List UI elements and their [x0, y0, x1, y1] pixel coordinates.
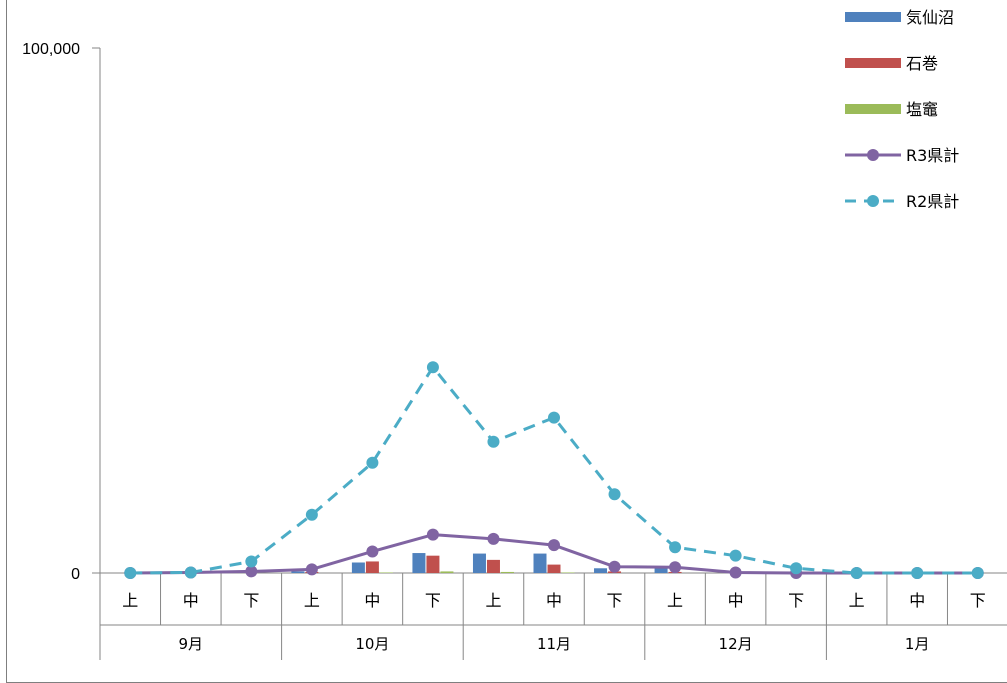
- x-group-label: 1月: [905, 635, 930, 653]
- x-category-label: 下: [607, 591, 623, 610]
- series-point: [184, 566, 197, 579]
- bar-series-group: [291, 553, 682, 573]
- x-category-labels: 上中下上中下上中下上中下上中下: [122, 591, 985, 610]
- series-point: [366, 456, 379, 469]
- series-point: [911, 567, 924, 579]
- x-group-label: 12月: [719, 635, 753, 653]
- x-group-label: 10月: [355, 635, 389, 653]
- x-category-label: 下: [243, 591, 259, 610]
- series-point: [548, 539, 560, 552]
- legend-label: R3県計: [906, 146, 959, 165]
- series-point: [608, 560, 621, 573]
- x-category-label: 中: [183, 591, 199, 610]
- bar: [561, 572, 575, 573]
- series-point: [548, 411, 560, 424]
- bar: [594, 568, 608, 573]
- series-line: [130, 365, 978, 575]
- series-point: [426, 528, 439, 541]
- series-point: [729, 566, 742, 579]
- bar: [654, 566, 668, 573]
- series-point: [366, 545, 379, 558]
- series-point: [608, 488, 621, 501]
- legend-label: 塩竈: [906, 100, 938, 119]
- y-tick-labels: 0 100,000: [22, 41, 80, 583]
- x-category-label: 上: [122, 591, 138, 610]
- bar: [365, 561, 379, 573]
- legend-label: R2県計: [906, 192, 959, 211]
- x-group-labels: 9月 10月 11月 12月 1月: [179, 635, 930, 653]
- x-category-label: 上: [667, 591, 683, 610]
- y-tick-label: 100,000: [22, 41, 80, 58]
- x-category-label: 下: [970, 591, 986, 610]
- series-point: [790, 562, 803, 575]
- legend-label: 気仙沼: [906, 8, 954, 27]
- x-category-label: 上: [849, 591, 865, 610]
- bar: [440, 571, 454, 573]
- x-group-label: 9月: [179, 635, 204, 653]
- series-point: [245, 555, 258, 568]
- legend-swatch: [845, 12, 901, 22]
- bar: [500, 571, 514, 573]
- legend-swatch: [845, 58, 901, 68]
- bar: [533, 553, 547, 573]
- x-category-label: 中: [909, 591, 925, 610]
- legend-label: 石巻: [906, 54, 938, 73]
- series-point: [487, 532, 500, 545]
- bar: [426, 555, 440, 573]
- x-category-label: 中: [728, 591, 744, 610]
- series-point: [124, 567, 137, 579]
- x-category-label: 下: [425, 591, 441, 610]
- x-category-label: 上: [304, 591, 320, 610]
- x-category-label: 中: [546, 591, 562, 610]
- x-category-label: 上: [485, 591, 501, 610]
- x-category-label: 中: [364, 591, 380, 610]
- series-point: [669, 541, 682, 554]
- series-point: [850, 567, 863, 579]
- bar: [486, 559, 500, 573]
- series-point: [426, 361, 439, 374]
- x-group-label: 11月: [537, 635, 571, 653]
- bar: [472, 553, 486, 573]
- legend-swatch: [845, 104, 901, 114]
- series-point: [487, 435, 500, 448]
- x-category-dividers: [99, 573, 1007, 660]
- series-point: [245, 565, 258, 578]
- legend-swatch-marker: [867, 195, 879, 207]
- series-point: [729, 549, 742, 562]
- series-point: [669, 561, 682, 574]
- x-category-label: 下: [788, 591, 804, 610]
- line-series-group: [124, 361, 984, 579]
- bar: [351, 562, 365, 573]
- bar: [412, 553, 426, 573]
- chart-frame-left-border: [6, 0, 7, 683]
- bar: [379, 572, 393, 573]
- series-point: [305, 563, 318, 576]
- series-point: [971, 567, 984, 579]
- y-tick-label: 0: [71, 566, 80, 583]
- bar: [547, 564, 561, 573]
- bar: [291, 571, 305, 573]
- series-point: [305, 508, 318, 521]
- legend-swatch-marker: [867, 149, 879, 161]
